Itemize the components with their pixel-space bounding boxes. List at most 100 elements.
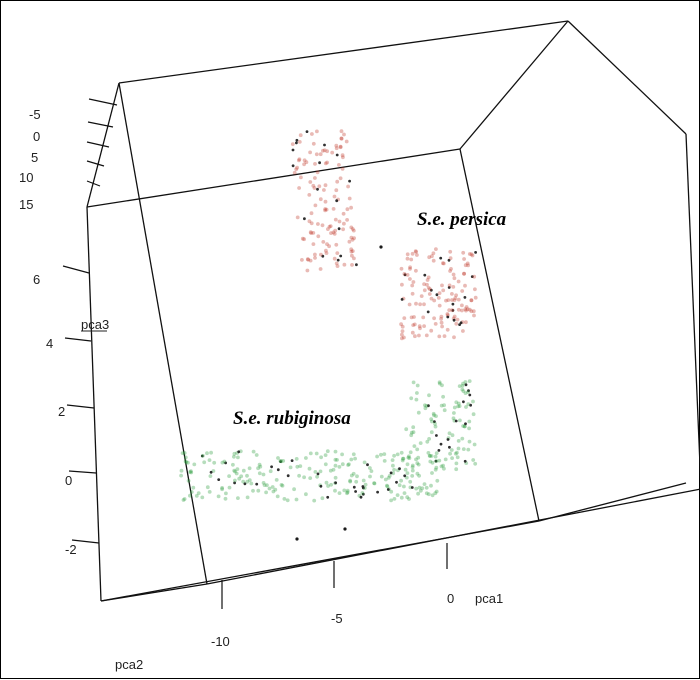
box-edge <box>86 82 120 208</box>
data-point <box>350 253 354 258</box>
box-edge <box>459 20 569 150</box>
data-point <box>421 315 426 320</box>
data-point <box>292 487 296 492</box>
pca2-tick <box>86 141 110 148</box>
data-point <box>351 471 356 476</box>
data-point <box>418 441 423 445</box>
data-point <box>409 396 414 401</box>
box-edge <box>685 133 700 481</box>
data-point <box>332 232 337 236</box>
data-point <box>422 288 427 293</box>
data-point <box>446 298 451 302</box>
data-point <box>251 449 256 454</box>
data-point <box>333 449 338 454</box>
data-point <box>350 249 355 254</box>
data-point <box>413 334 417 339</box>
data-point <box>437 458 442 463</box>
data-point <box>427 437 431 441</box>
data-point <box>453 451 458 456</box>
data-point <box>441 288 446 293</box>
data-point <box>430 254 434 259</box>
pca1-tick-label: -10 <box>211 634 230 649</box>
data-point <box>372 481 377 486</box>
data-point <box>461 447 466 451</box>
data-point <box>399 322 403 327</box>
data-point <box>403 273 407 277</box>
data-point <box>447 286 451 289</box>
data-point <box>354 479 359 484</box>
data-point <box>447 258 451 262</box>
data-point <box>179 473 184 478</box>
data-point <box>264 490 268 495</box>
pca3-tick-label: 2 <box>58 404 65 419</box>
data-point <box>307 193 312 197</box>
data-point <box>437 380 442 385</box>
data-point <box>256 488 261 493</box>
data-point <box>417 473 421 478</box>
data-point <box>448 249 453 254</box>
data-point <box>447 431 452 436</box>
data-point <box>473 295 478 300</box>
data-point <box>349 225 354 230</box>
data-point <box>351 452 356 457</box>
data-point <box>326 484 330 488</box>
data-point <box>319 252 323 257</box>
data-point <box>182 497 187 501</box>
data-point <box>414 457 418 462</box>
data-point <box>450 308 455 313</box>
data-point <box>454 400 459 405</box>
data-point <box>466 263 470 268</box>
data-point <box>439 320 444 325</box>
data-point <box>464 308 468 313</box>
data-point <box>295 537 299 541</box>
data-point <box>227 474 232 478</box>
data-point <box>426 310 430 314</box>
data-point <box>428 287 432 292</box>
data-point <box>409 430 414 435</box>
data-point <box>267 486 272 491</box>
data-point <box>415 461 420 466</box>
data-point <box>186 478 191 483</box>
data-point <box>432 413 436 418</box>
data-point <box>299 175 303 180</box>
data-point <box>452 411 456 415</box>
data-point <box>298 464 303 468</box>
data-point <box>407 454 411 459</box>
data-point <box>318 161 321 165</box>
data-point <box>414 301 418 306</box>
data-point <box>257 471 262 476</box>
data-point <box>352 256 356 261</box>
data-point <box>440 383 444 388</box>
data-point <box>463 391 468 395</box>
data-point <box>231 462 235 467</box>
pca3-tick-label: 4 <box>46 336 53 351</box>
bounding-box <box>86 20 700 602</box>
data-point <box>460 384 465 388</box>
pca2-tick-label: 15 <box>19 197 33 212</box>
data-point <box>410 291 415 296</box>
pca2-tick <box>86 180 101 187</box>
data-point <box>379 245 383 249</box>
data-point <box>399 495 404 500</box>
data-point <box>334 188 339 193</box>
data-point <box>335 179 340 184</box>
data-point <box>442 408 447 413</box>
data-point <box>428 459 433 464</box>
box-edge <box>86 148 461 208</box>
data-point <box>245 495 250 500</box>
data-point <box>437 449 441 452</box>
data-point <box>437 303 442 308</box>
data-point <box>333 488 337 493</box>
data-point <box>368 474 372 479</box>
data-point <box>336 258 340 262</box>
data-point <box>313 162 317 166</box>
data-point <box>385 483 389 488</box>
data-point <box>466 390 470 394</box>
data-point <box>448 256 453 261</box>
data-point <box>425 282 429 287</box>
data-point <box>288 465 293 470</box>
data-point <box>285 498 290 503</box>
data-point <box>472 442 477 447</box>
box-edge <box>538 482 687 522</box>
data-point <box>265 483 269 488</box>
